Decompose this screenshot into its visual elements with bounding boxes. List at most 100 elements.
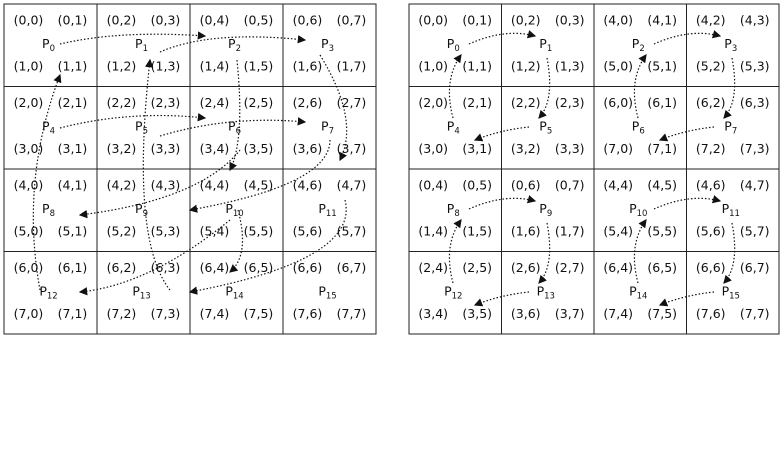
processor: P <box>135 201 143 216</box>
coord: (4,0) <box>603 13 633 28</box>
cell: (0,6) (0,7)P9(1,6) (1,7) <box>501 168 595 252</box>
coord: (3,7) <box>337 141 367 156</box>
coord: (2,6) <box>293 95 323 110</box>
processor-index: 8 <box>50 209 55 219</box>
processor-label: P13 <box>537 283 555 301</box>
cell-box <box>282 251 377 335</box>
processor-index: 4 <box>454 126 459 136</box>
coord: (4,3) <box>151 178 181 193</box>
coord: (0,7) <box>337 13 367 28</box>
cell-box <box>593 3 687 87</box>
cell: (4,4) (4,5)P10(5,4) (5,5) <box>189 168 284 252</box>
coord: (2,5) <box>462 260 492 275</box>
coord: (3,2) <box>107 141 137 156</box>
coord: (4,5) <box>244 178 274 193</box>
coord: (4,2) <box>107 178 137 193</box>
processor: P <box>722 201 730 216</box>
coord: (0,1) <box>58 13 88 28</box>
processor-index: 6 <box>639 126 644 136</box>
processor-index: 4 <box>50 126 55 136</box>
coord: (6,5) <box>647 260 677 275</box>
coord: (2,4) <box>418 260 448 275</box>
coord: (2,0) <box>14 95 44 110</box>
processor-label: P14 <box>225 283 243 301</box>
cell: (0,2) (0,3)P1(1,2) (1,3) <box>501 3 595 87</box>
coord: (3,5) <box>462 306 492 321</box>
cell: (2,6) (2,7)P7(3,6) (3,7) <box>282 86 377 170</box>
processor-index: 13 <box>544 291 555 301</box>
coord: (5,0) <box>14 224 44 239</box>
processor: P <box>724 36 732 51</box>
processor: P <box>135 118 143 133</box>
coord: (6,3) <box>151 260 181 275</box>
coord: (5,2) <box>696 59 726 74</box>
processor-index: 12 <box>452 291 463 301</box>
processor: P <box>321 118 329 133</box>
processor-label: P6 <box>632 118 645 136</box>
processor-label: P10 <box>225 201 243 219</box>
coord: (5,7) <box>740 224 770 239</box>
cell-box <box>686 3 780 87</box>
processor-index: 3 <box>732 44 737 54</box>
coord: (6,1) <box>58 260 88 275</box>
coord: (3,6) <box>293 141 323 156</box>
coord: (4,7) <box>337 178 367 193</box>
processor: P <box>135 36 143 51</box>
processor-label: P0 <box>447 36 460 54</box>
coord: (3,3) <box>151 141 181 156</box>
coord: (7,5) <box>244 306 274 321</box>
coord: (5,6) <box>696 224 726 239</box>
coord: (3,1) <box>58 141 88 156</box>
processor-index: 11 <box>326 209 337 219</box>
processor-label: P10 <box>629 201 647 219</box>
coord: (3,7) <box>555 306 585 321</box>
cell: (4,0) (4,1)P2(5,0) (5,1) <box>593 3 687 87</box>
processor-label: P5 <box>539 118 552 136</box>
coord: (0,3) <box>555 13 585 28</box>
processor-label: P14 <box>629 283 647 301</box>
processor: P <box>225 283 233 298</box>
processor-index: 1 <box>547 44 552 54</box>
processor-index: 15 <box>729 291 740 301</box>
processor-index: 10 <box>637 209 648 219</box>
coord: (6,0) <box>14 260 44 275</box>
coord: (3,0) <box>14 141 44 156</box>
coord: (2,2) <box>511 95 541 110</box>
coord: (7,5) <box>647 306 677 321</box>
coord: (2,5) <box>244 95 274 110</box>
processor-index: 13 <box>140 291 151 301</box>
coord: (2,7) <box>555 260 585 275</box>
processor-index: 7 <box>732 126 737 136</box>
coord: (6,4) <box>200 260 230 275</box>
coord: (2,4) <box>200 95 230 110</box>
cell-box <box>3 86 98 170</box>
processor: P <box>632 118 640 133</box>
processor-index: 0 <box>50 44 55 54</box>
coord: (5,5) <box>647 224 677 239</box>
processor-index: 9 <box>547 209 552 219</box>
coord: (2,6) <box>511 260 541 275</box>
cell: (4,2) (4,3)P9(5,2) (5,3) <box>96 168 191 252</box>
processor: P <box>42 118 50 133</box>
cell: (6,2) (6,3)P13(7,2) (7,3) <box>96 251 191 335</box>
coord: (4,6) <box>293 178 323 193</box>
coord: (1,4) <box>200 59 230 74</box>
cell-box <box>593 86 687 170</box>
cell-box <box>408 3 502 87</box>
cell: (6,6) (6,7)P15(7,6) (7,7) <box>686 251 780 335</box>
processor: P <box>447 118 455 133</box>
coord: (1,5) <box>462 224 492 239</box>
cell: (2,2) (2,3)P5(3,2) (3,3) <box>96 86 191 170</box>
coord: (4,5) <box>647 178 677 193</box>
coord: (1,5) <box>244 59 274 74</box>
processor: P <box>39 283 47 298</box>
cell: (6,4) (6,5)P14(7,4) (7,5) <box>593 251 687 335</box>
processor-label: P8 <box>447 201 460 219</box>
coord: (0,4) <box>200 13 230 28</box>
coord: (6,2) <box>696 95 726 110</box>
cell: (0,2) (0,3)P1(1,2) (1,3) <box>96 3 191 87</box>
coord: (2,7) <box>337 95 367 110</box>
processor-label: P9 <box>539 201 552 219</box>
coord: (3,5) <box>244 141 274 156</box>
